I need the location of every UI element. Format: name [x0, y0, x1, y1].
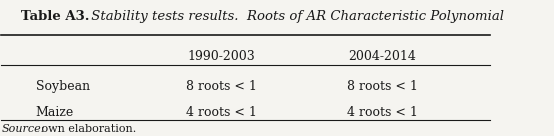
Text: Source:: Source:	[2, 124, 45, 134]
Text: Soybean: Soybean	[35, 80, 90, 93]
Text: Maize: Maize	[35, 106, 74, 119]
Text: 8 roots < 1: 8 roots < 1	[347, 80, 418, 93]
Text: own elaboration.: own elaboration.	[38, 124, 136, 134]
Text: Stability tests results.  Roots of AR Characteristic Polynomial: Stability tests results. Roots of AR Cha…	[87, 10, 504, 23]
Text: 8 roots < 1: 8 roots < 1	[186, 80, 257, 93]
Text: 4 roots < 1: 4 roots < 1	[347, 106, 418, 119]
Text: Table A3.: Table A3.	[21, 10, 89, 23]
Text: 1990-2003: 1990-2003	[187, 50, 255, 63]
Text: 2004-2014: 2004-2014	[348, 50, 416, 63]
Text: 4 roots < 1: 4 roots < 1	[186, 106, 257, 119]
